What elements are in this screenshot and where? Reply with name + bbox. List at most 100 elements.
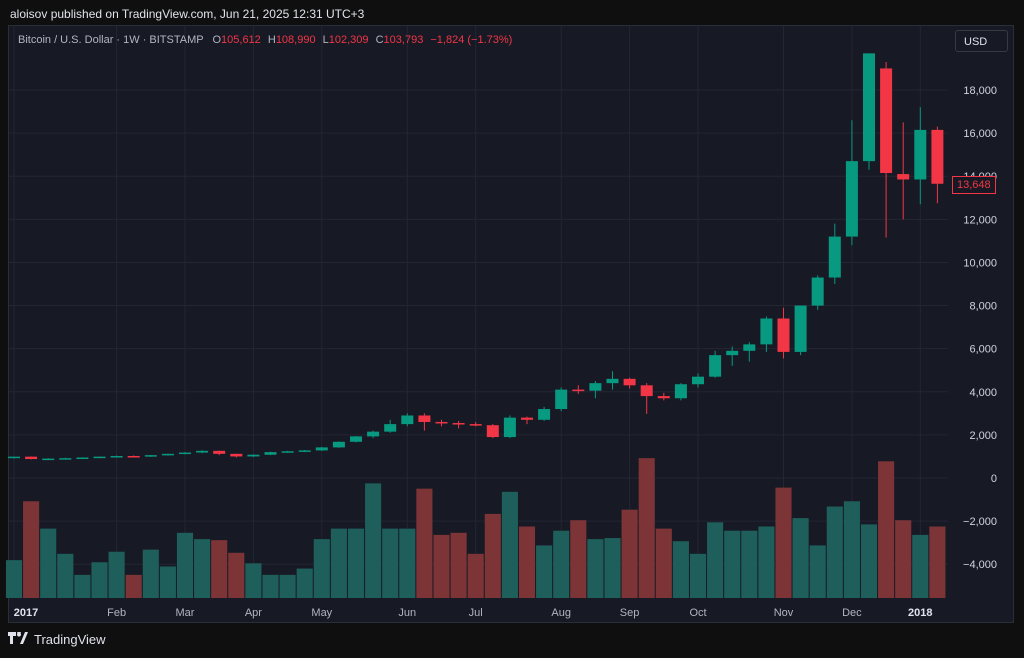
volume-bar: [570, 520, 587, 598]
candle-body: [572, 389, 585, 392]
candle-body: [469, 424, 482, 426]
candle-body: [486, 425, 499, 438]
candle-body: [674, 384, 687, 399]
candle-body: [315, 447, 328, 451]
price-tick-label: 18,000: [963, 85, 997, 97]
symbol-name: Bitcoin / U.S. Dollar · 1W · BITSTAMP: [18, 34, 204, 46]
volume-bar: [929, 526, 946, 598]
volume-bar: [826, 506, 843, 598]
time-tick-label: Apr: [245, 607, 262, 619]
candle-body: [914, 129, 927, 180]
candle-body: [640, 385, 653, 397]
candle-body: [196, 450, 209, 453]
volume-bar: [621, 509, 638, 598]
volume-bar: [399, 528, 416, 598]
volume-bar: [23, 501, 40, 598]
volume-bar: [125, 574, 142, 598]
candle-body: [127, 456, 140, 458]
volume-bar: [91, 562, 108, 598]
time-tick-label: 2017: [14, 607, 38, 619]
candle-body: [179, 452, 191, 455]
volume-bar: [809, 545, 826, 598]
candle-body: [555, 389, 568, 410]
time-tick-label: Mar: [176, 607, 195, 619]
candle-body: [401, 415, 414, 425]
candle-body: [230, 453, 243, 457]
volume-bar: [40, 528, 57, 598]
volume-bar: [5, 560, 23, 598]
price-tick-label: −2,000: [963, 516, 997, 528]
volume-bar: [228, 552, 245, 598]
price-tick-label: 16,000: [963, 128, 997, 140]
volume-bar: [262, 574, 279, 598]
volume-bar: [553, 530, 570, 598]
close-label: C: [375, 34, 384, 46]
candle-body: [144, 455, 157, 457]
candle-body: [298, 450, 311, 452]
time-tick-label: Sep: [620, 607, 640, 619]
volume-bar: [758, 526, 775, 598]
price-tick-label: 10,000: [963, 257, 997, 269]
volume-bar: [365, 483, 382, 598]
volume-bar: [655, 528, 672, 598]
volume-bar: [724, 530, 741, 598]
candle-body: [435, 421, 448, 424]
volume-bar: [843, 501, 860, 598]
candle-body: [161, 453, 174, 456]
volume-bar: [741, 530, 758, 598]
close-value: 103,793: [383, 34, 424, 46]
volume-bar: [382, 528, 399, 598]
volume-bar: [279, 574, 296, 598]
symbol-legend: Bitcoin / U.S. Dollar · 1W · BITSTAMP O1…: [18, 34, 512, 46]
candle-body: [623, 378, 636, 386]
candle-body: [692, 376, 704, 385]
brand-name: TradingView: [34, 632, 106, 647]
volume-bar: [330, 528, 347, 598]
volume-bar: [142, 549, 159, 598]
time-tick-label: Feb: [107, 607, 126, 619]
volume-bar: [912, 534, 929, 598]
candle-body: [794, 305, 807, 352]
high-label: H: [267, 34, 276, 46]
price-tick-label: 2,000: [969, 430, 997, 442]
candle-body: [42, 458, 55, 461]
volume-bar: [775, 487, 792, 598]
candle-body: [657, 396, 670, 399]
volume-bar: [74, 574, 91, 598]
price-tick-label: 0: [991, 473, 997, 485]
volume-bar: [604, 538, 621, 598]
candle-body: [25, 456, 38, 460]
volume-bar: [176, 532, 194, 598]
currency-button[interactable]: USD: [955, 30, 1008, 52]
last-price-tag: 13,648: [952, 176, 996, 194]
candle-body: [264, 452, 277, 455]
volume-bar: [211, 540, 228, 598]
candle-body: [213, 450, 226, 454]
volume-bar: [347, 528, 365, 598]
volume-bar: [672, 541, 689, 598]
candle-body: [845, 161, 858, 237]
time-tick-label: May: [311, 607, 332, 619]
candle-body: [93, 456, 106, 459]
time-tick-label: Oct: [689, 607, 706, 619]
open-value: 105,612: [221, 34, 261, 46]
volume-bar: [860, 524, 878, 598]
volume-bar: [587, 539, 604, 598]
time-tick-label: Jul: [469, 607, 483, 619]
volume-bar: [792, 518, 809, 598]
candle-body: [931, 129, 944, 184]
candle-body: [880, 68, 893, 173]
publish-info: aloisov published on TradingView.com, Ju…: [10, 7, 365, 21]
price-tick-label: 4,000: [969, 387, 997, 399]
open-label: O: [212, 34, 222, 46]
candle-body: [8, 456, 20, 459]
candle-body: [418, 415, 431, 422]
candle-body: [777, 318, 790, 352]
candle-body: [110, 456, 123, 458]
candle-body: [281, 451, 294, 453]
candle-body: [247, 454, 260, 457]
candle-body: [76, 457, 89, 460]
high-value: 108,990: [275, 34, 316, 46]
candle-body: [606, 378, 619, 384]
